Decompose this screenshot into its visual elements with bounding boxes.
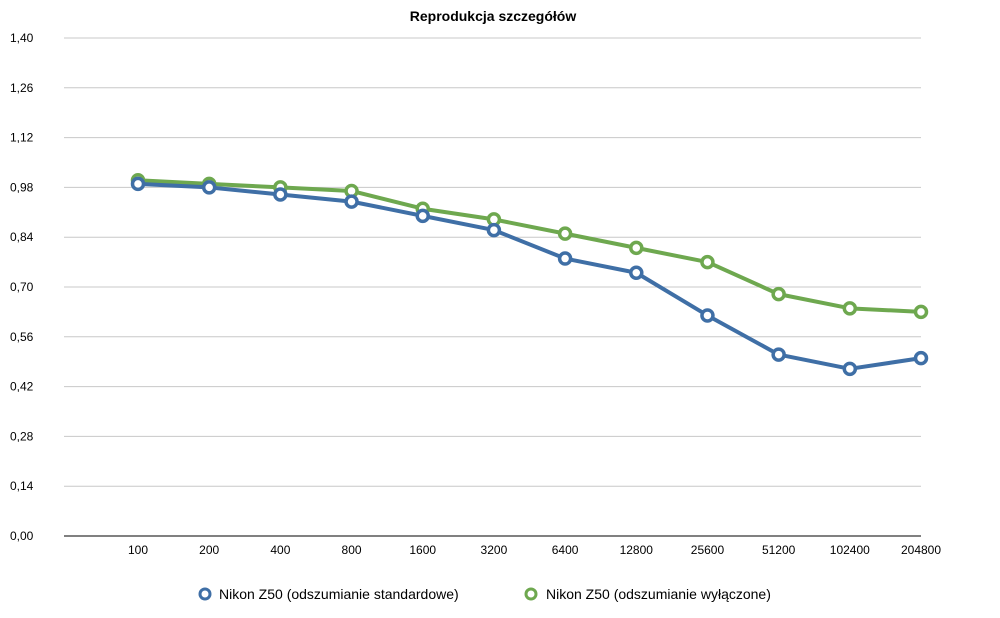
- x-tick-label: 200: [199, 543, 219, 557]
- data-point: [344, 194, 359, 209]
- y-tick-label: 0,28: [10, 429, 34, 443]
- x-tick-label: 3200: [481, 543, 508, 557]
- legend: Nikon Z50 (odszumianie standardowe) Niko…: [198, 586, 771, 602]
- chart-title: Reprodukcja szczegółów: [410, 8, 577, 24]
- data-point: [629, 240, 644, 256]
- data-point: [557, 226, 573, 241]
- y-tick-label: 0,56: [10, 330, 34, 344]
- data-point: [130, 176, 146, 192]
- series-line: [136, 181, 923, 371]
- data-point: [842, 361, 858, 377]
- data-point: [629, 265, 644, 281]
- x-tick-label: 204800: [901, 543, 941, 557]
- x-axis-ticks: 100 200 400 800 1600 3200 6400 12800 25600 51200 1…: [128, 543, 941, 557]
- x-tick-label: 1600: [409, 543, 436, 557]
- y-tick-label: 1,12: [10, 131, 34, 145]
- x-tick-label: 25600: [691, 543, 725, 557]
- y-tick-label: 1,40: [10, 31, 34, 45]
- legend-marker-icon: [524, 587, 538, 601]
- y-axis-ticks: 0,00 0,14 0,28 0,42 0,56 0,70 0,84 0,98 1,12 1,26…: [10, 31, 34, 543]
- x-tick-label: 400: [270, 543, 290, 557]
- legend-label: Nikon Z50 (odszumianie wyłączone): [546, 586, 771, 602]
- series-0: [130, 176, 929, 377]
- data-point: [913, 350, 929, 366]
- legend-item-disabled[interactable]: Nikon Z50 (odszumianie wyłączone): [524, 586, 771, 602]
- y-tick-label: 0,84: [10, 230, 34, 244]
- legend-item-standard[interactable]: Nikon Z50 (odszumianie standardowe): [198, 586, 459, 602]
- x-tick-label: 800: [342, 543, 362, 557]
- y-tick-label: 0,98: [10, 180, 34, 194]
- legend-label: Nikon Z50 (odszumianie standardowe): [219, 586, 459, 602]
- data-point: [771, 286, 786, 302]
- data-point: [557, 251, 573, 266]
- series-line: [136, 178, 923, 314]
- x-tick-label: 102400: [830, 543, 870, 557]
- series-lines: [130, 173, 929, 377]
- y-tick-label: 0,42: [10, 380, 34, 394]
- legend-marker-icon: [198, 587, 212, 601]
- data-point: [700, 308, 715, 323]
- data-point: [913, 304, 929, 320]
- data-point: [273, 187, 288, 202]
- grid-lines: [64, 37, 921, 487]
- x-tick-label: 100: [128, 543, 148, 557]
- y-tick-label: 0,70: [10, 280, 34, 294]
- x-tick-label: 6400: [552, 543, 579, 557]
- data-point: [415, 208, 430, 224]
- data-point: [842, 301, 858, 316]
- x-tick-label: 51200: [762, 543, 796, 557]
- data-point: [771, 347, 786, 362]
- data-point: [486, 222, 502, 238]
- y-tick-label: 0,00: [10, 529, 34, 543]
- y-tick-label: 1,26: [10, 81, 34, 95]
- y-tick-label: 0,14: [10, 479, 34, 493]
- data-point: [700, 254, 715, 270]
- x-tick-label: 12800: [620, 543, 654, 557]
- data-point: [201, 180, 217, 195]
